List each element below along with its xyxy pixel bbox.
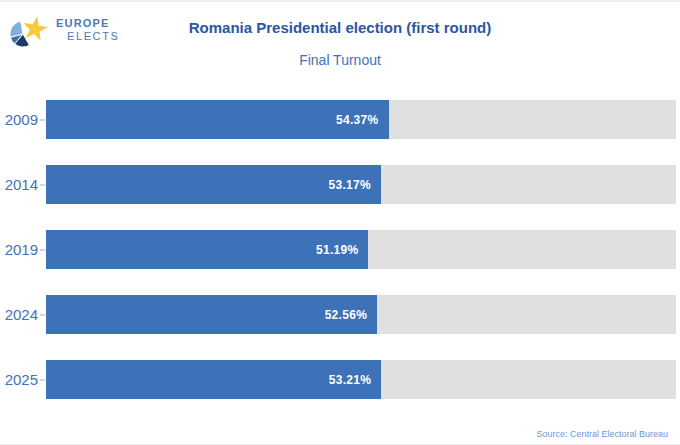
year-label: 2014 (0, 165, 38, 204)
bar-value-label: 53.17% (328, 178, 381, 192)
bar-value-label: 51.19% (316, 243, 369, 257)
year-label: 2025 (0, 360, 38, 399)
bar-track: 54.37% (46, 100, 676, 139)
bar-row: 2014 53.17% (0, 165, 680, 204)
bar-fill: 52.56% (46, 295, 377, 334)
bar-row: 2009 54.37% (0, 100, 680, 139)
chart-subtitle: Final Turnout (0, 52, 680, 68)
chart-title: Romania Presidential election (first rou… (0, 19, 680, 36)
year-label: 2024 (0, 295, 38, 334)
bar-fill: 51.19% (46, 230, 368, 269)
axis-tick (40, 184, 45, 186)
axis-tick (40, 379, 45, 381)
bar-chart: 2009 54.37% 2014 53.17% 2019 51.19% 2024 52.56%… (0, 100, 680, 400)
bar-value-label: 52.56% (325, 308, 378, 322)
axis-tick (40, 119, 45, 121)
bar-value-label: 54.37% (336, 113, 389, 127)
bar-fill: 53.21% (46, 360, 381, 399)
bar-fill: 53.17% (46, 165, 381, 204)
bar-row: 2024 52.56% (0, 295, 680, 334)
source-caption: Source: Central Electoral Bureau (536, 429, 668, 439)
bar-value-label: 53.21% (329, 373, 382, 387)
bar-track: 51.19% (46, 230, 676, 269)
bar-track: 53.17% (46, 165, 676, 204)
year-label: 2019 (0, 230, 38, 269)
bar-fill: 54.37% (46, 100, 389, 139)
bar-row: 2019 51.19% (0, 230, 680, 269)
year-label: 2009 (0, 100, 38, 139)
axis-tick (40, 249, 45, 251)
bar-track: 52.56% (46, 295, 676, 334)
bar-row: 2025 53.21% (0, 360, 680, 399)
bar-track: 53.21% (46, 360, 676, 399)
axis-tick (40, 314, 45, 316)
